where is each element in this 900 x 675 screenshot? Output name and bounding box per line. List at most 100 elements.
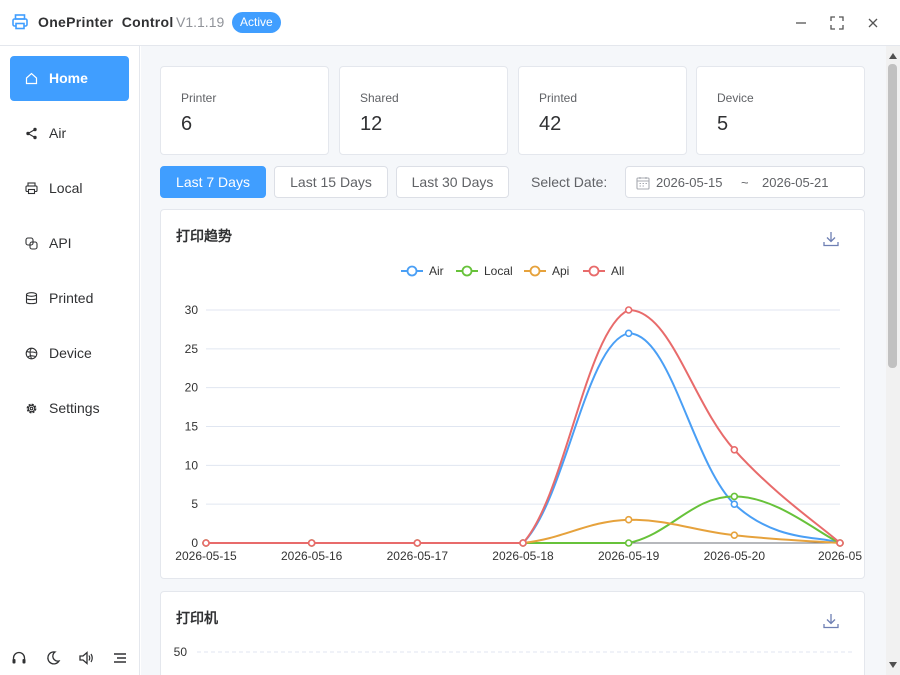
stat-card-shared: Shared 12	[339, 66, 508, 155]
maximize-icon[interactable]	[828, 14, 846, 32]
x-tick-label: 2026-05	[818, 549, 862, 563]
sidebar-item-label: Settings	[49, 400, 100, 416]
data-point	[202, 539, 210, 547]
legend-label: Local	[484, 264, 513, 278]
data-point	[624, 306, 633, 314]
minimize-icon[interactable]	[792, 14, 810, 32]
menu-icon[interactable]	[112, 650, 128, 666]
legend-item-all[interactable]: All	[583, 264, 624, 278]
print-trend-chart: 0 5 10 15 20 25 30 2026-05-15 2026-05-16 2026-05-…	[175, 264, 862, 563]
legend-marker	[406, 265, 418, 277]
sidebar-item-local[interactable]: Local	[10, 166, 129, 211]
legend-marker	[461, 265, 473, 277]
date-start: 2026-05-15	[656, 175, 723, 190]
stat-value: 42	[539, 113, 562, 135]
sidebar-item-device[interactable]: Device	[10, 331, 129, 376]
last-30-days-button[interactable]: Last 30 Days	[396, 166, 509, 198]
y-tick-label: 30	[185, 303, 199, 317]
moon-icon[interactable]	[45, 650, 61, 666]
data-point	[836, 539, 844, 547]
download-icon[interactable]	[822, 230, 840, 248]
last-15-days-button[interactable]: Last 15 Days	[274, 166, 388, 198]
scrollbar-thumb[interactable]	[888, 64, 897, 368]
data-point	[730, 531, 739, 540]
legend-label: All	[611, 264, 624, 278]
sidebar-item-home[interactable]: Home	[10, 56, 129, 101]
y-tick-label: 5	[191, 497, 198, 511]
x-tick-label: 2026-05-17	[387, 549, 449, 563]
panel-title: 打印机	[176, 610, 218, 626]
stat-label: Shared	[360, 91, 399, 105]
volume-icon[interactable]	[78, 650, 94, 666]
printer-logo-icon	[12, 14, 28, 30]
legend-item-api[interactable]: Api	[524, 264, 569, 278]
scroll-down-arrow-icon[interactable]	[888, 661, 898, 669]
database-icon	[25, 292, 38, 305]
x-tick-label: 2026-05-18	[492, 549, 554, 563]
main-content: Printer 6 Shared 12 Printed 42 Device 5 …	[141, 46, 886, 675]
status-badge: Active	[232, 12, 281, 33]
printer-panel: 打印机 50	[160, 591, 865, 675]
y-tick-label: 15	[185, 420, 199, 434]
stat-value: 6	[181, 113, 193, 135]
legend-item-air[interactable]: Air	[401, 264, 444, 278]
close-icon[interactable]	[864, 14, 882, 32]
title-bar: OnePrinter Control V1.1.19 Active	[0, 0, 900, 46]
data-point	[730, 500, 739, 508]
date-end: 2026-05-21	[762, 175, 829, 190]
scroll-up-arrow-icon[interactable]	[888, 52, 898, 60]
legend-marker	[529, 265, 541, 277]
series-line-air	[205, 332, 841, 544]
home-icon	[25, 72, 38, 85]
stat-card-printed: Printed 42	[518, 66, 687, 155]
y-tick-label: 10	[185, 458, 199, 472]
x-tick-label: 2026-05-19	[598, 549, 660, 563]
sidebar: Home Air Local API Printed	[0, 46, 140, 675]
legend-label: Api	[552, 264, 569, 278]
sidebar-item-label: Device	[49, 345, 92, 361]
sidebar-item-printed[interactable]: Printed	[10, 276, 129, 321]
sidebar-item-api[interactable]: API	[10, 221, 129, 266]
printer-icon	[25, 182, 38, 195]
sidebar-item-air[interactable]: Air	[10, 111, 129, 156]
data-point	[730, 492, 739, 501]
app-title: OnePrinter Control	[38, 14, 174, 30]
data-point	[519, 539, 527, 547]
printer-chart: 50	[174, 645, 855, 659]
x-tick-label: 2026-05-20	[704, 549, 766, 563]
sidebar-item-settings[interactable]: Settings	[10, 386, 129, 431]
stat-value: 5	[717, 113, 729, 135]
legend-item-local[interactable]: Local	[456, 264, 513, 278]
y-tick-label: 25	[185, 342, 199, 356]
y-tick-label: 0	[191, 536, 198, 550]
date-separator: ~	[741, 175, 749, 190]
print-trend-panel: 打印趋势 0 5 10 15 20 25 30 2026-05-15 2026-05-16 202…	[160, 209, 865, 579]
data-point	[624, 329, 633, 338]
legend-label: Air	[429, 264, 444, 278]
download-icon[interactable]	[822, 612, 840, 630]
app-version: V1.1.19	[176, 14, 225, 30]
y-tick-label: 20	[185, 381, 199, 395]
globe-icon	[25, 347, 38, 360]
x-tick-label: 2026-05-16	[281, 549, 343, 563]
headset-icon[interactable]	[11, 650, 27, 666]
date-range-picker[interactable]: 2026-05-15 ~ 2026-05-21	[625, 166, 865, 198]
stat-label: Device	[717, 91, 754, 105]
select-date-label: Select Date:	[531, 174, 608, 190]
x-tick-label: 2026-05-15	[175, 549, 237, 563]
data-point	[413, 539, 422, 547]
stat-card-printer: Printer 6	[160, 66, 329, 155]
legend-marker	[588, 265, 600, 277]
data-point	[624, 539, 633, 547]
sidebar-item-label: API	[49, 235, 72, 251]
scrollbar[interactable]	[886, 46, 900, 675]
data-point	[307, 539, 316, 547]
gear-icon	[26, 403, 37, 414]
last-7-days-button[interactable]: Last 7 Days	[160, 166, 266, 198]
y-tick-label: 50	[174, 645, 188, 659]
sidebar-item-label: Air	[49, 125, 67, 141]
sidebar-item-label: Local	[49, 180, 83, 196]
data-point	[730, 446, 739, 454]
sidebar-item-label: Home	[49, 70, 88, 86]
stat-value: 12	[360, 113, 383, 135]
